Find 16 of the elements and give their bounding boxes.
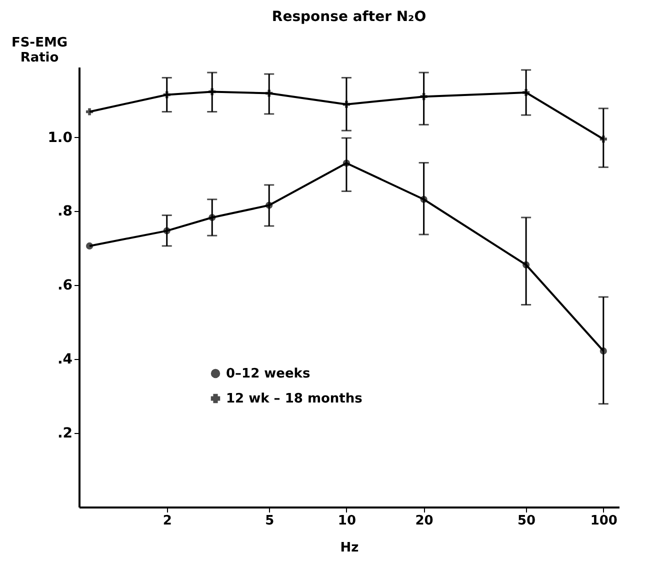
x-tick-label: 2 — [162, 514, 172, 528]
y-tick-label: 1.0 — [48, 130, 73, 146]
x-tick-label: 20 — [415, 514, 434, 528]
x-tick-label: 100 — [590, 514, 618, 528]
legend-label: 0–12 weeks — [226, 366, 310, 382]
x-tick-label: 5 — [265, 514, 274, 528]
y-axis-title: FS-EMG Ratio — [11, 36, 68, 66]
y-tick-label: .8 — [57, 204, 72, 220]
x-axis-title: Hz — [340, 540, 359, 556]
chart-title: Response after N₂O — [272, 9, 426, 25]
y-tick-label: .2 — [57, 426, 72, 442]
x-tick-label: 50 — [518, 514, 536, 528]
y-tick-label: .6 — [57, 278, 72, 294]
legend-label: 12 wk – 18 months — [226, 392, 363, 406]
x-tick-label: 10 — [338, 514, 356, 528]
y-tick-label: .4 — [57, 352, 73, 368]
